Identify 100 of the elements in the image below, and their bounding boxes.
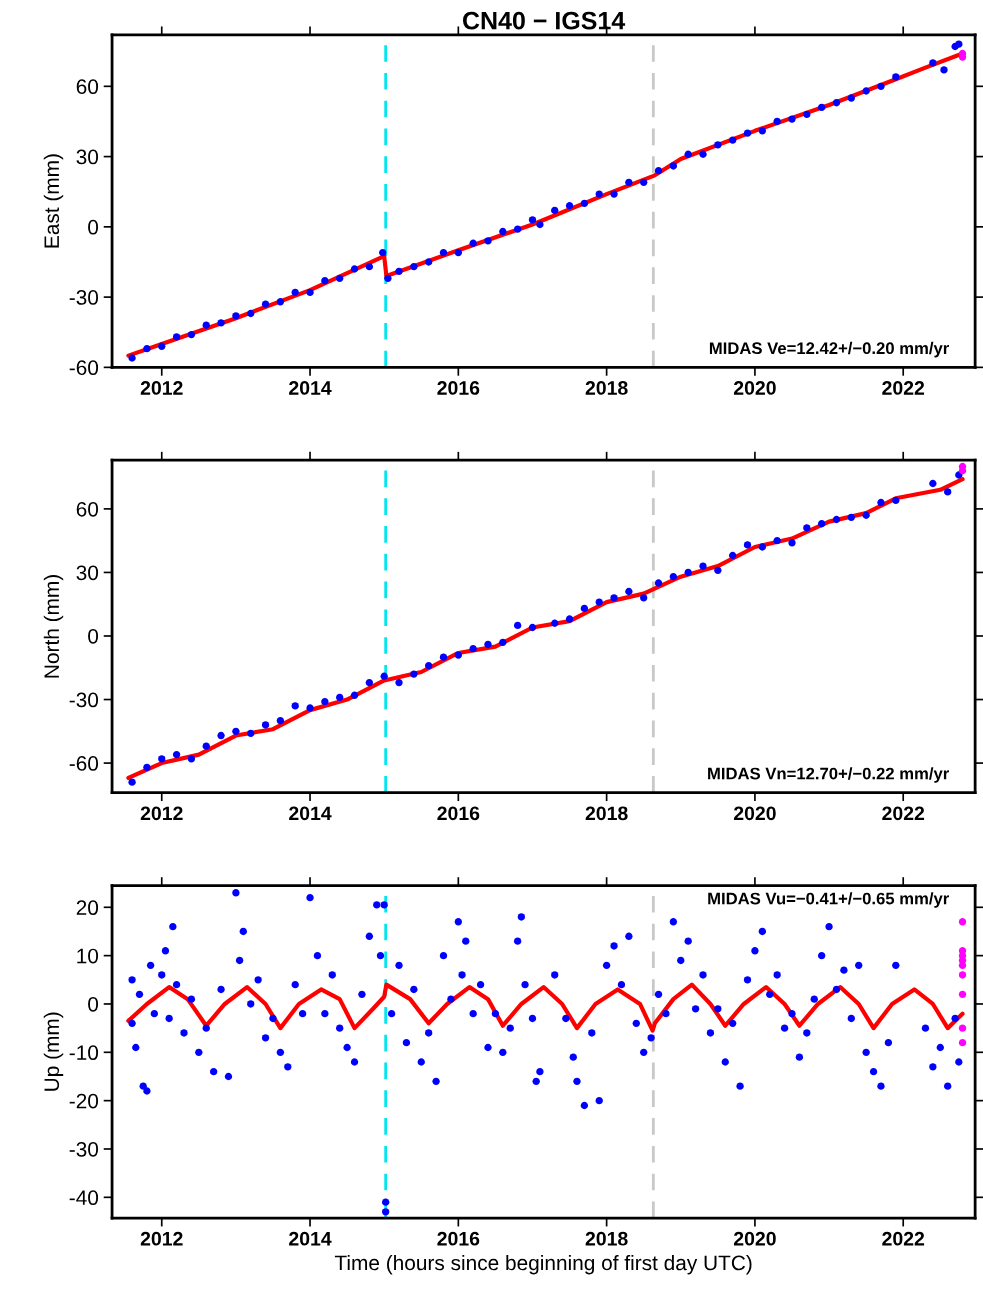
point xyxy=(773,117,781,126)
point xyxy=(743,129,752,137)
point xyxy=(202,321,210,329)
point xyxy=(232,727,240,735)
chart-title: CN40 − IGS14 xyxy=(462,11,626,30)
x-tick-label: 2016 xyxy=(437,1231,480,1246)
point xyxy=(684,150,692,158)
point xyxy=(128,354,136,362)
point xyxy=(877,498,885,507)
y-tick-label: -30 xyxy=(69,1141,99,1157)
point xyxy=(669,162,678,170)
point xyxy=(484,237,492,245)
point xyxy=(610,190,618,198)
x-tick-label: 2014 xyxy=(289,381,332,395)
x-tick-label: 2014 xyxy=(289,1231,332,1246)
point xyxy=(929,59,937,67)
x-tick-label: 2020 xyxy=(733,806,776,821)
y-tick-label: 10 xyxy=(77,948,99,964)
point xyxy=(187,755,196,763)
point xyxy=(847,94,855,102)
point xyxy=(128,778,136,786)
y-tick-label: 30 xyxy=(76,565,99,581)
point xyxy=(832,515,841,524)
y-tick-label: -30 xyxy=(69,290,99,305)
point xyxy=(714,141,722,149)
y-axis-title: East (mm) xyxy=(43,154,64,248)
point xyxy=(743,541,752,549)
point xyxy=(306,704,314,712)
point xyxy=(513,225,522,233)
x-tick-label: 2016 xyxy=(437,806,480,821)
point xyxy=(439,653,448,661)
point xyxy=(350,691,359,699)
point xyxy=(699,562,707,570)
point xyxy=(321,697,329,706)
point xyxy=(425,258,433,266)
point xyxy=(565,615,574,623)
point xyxy=(380,672,388,680)
y-tick-label: 20 xyxy=(76,900,99,916)
annotation: MIDAS Ve=12.42+/−0.20 mm/yr xyxy=(709,341,949,358)
point xyxy=(758,127,767,135)
point xyxy=(528,216,537,224)
point xyxy=(499,227,507,236)
point xyxy=(877,82,885,90)
point xyxy=(892,496,900,505)
point xyxy=(640,594,648,602)
annotation: MIDAS Vn=12.70+/−0.22 mm/yr xyxy=(708,767,949,783)
x-tick-label: 2012 xyxy=(140,806,183,821)
point xyxy=(944,488,952,496)
point xyxy=(955,40,963,48)
point xyxy=(832,99,841,107)
point xyxy=(291,702,299,710)
point xyxy=(773,536,781,545)
point xyxy=(379,248,387,257)
x-tick-label: 2018 xyxy=(585,806,628,821)
point xyxy=(425,661,433,670)
point xyxy=(276,717,285,725)
point xyxy=(640,178,648,187)
y-tick-label: 0 xyxy=(88,219,99,235)
point xyxy=(958,971,967,979)
point xyxy=(958,1024,967,1032)
point xyxy=(929,479,937,488)
point xyxy=(410,262,418,271)
x-tick-label: 2022 xyxy=(882,381,925,395)
point xyxy=(143,763,151,771)
point xyxy=(247,309,255,318)
point xyxy=(580,604,589,613)
point xyxy=(551,619,559,627)
point xyxy=(247,729,255,738)
point xyxy=(862,511,870,519)
line-series xyxy=(126,982,965,1033)
point xyxy=(669,573,678,581)
point xyxy=(158,755,166,763)
point xyxy=(336,693,344,702)
point xyxy=(758,543,767,551)
y-axis-title: North (mm) xyxy=(43,575,64,678)
point xyxy=(610,594,618,602)
point xyxy=(729,136,737,144)
point xyxy=(395,678,403,687)
point xyxy=(729,551,737,560)
y-axis-title: Up (mm) xyxy=(43,1012,64,1091)
point xyxy=(454,651,462,659)
point xyxy=(291,288,299,297)
x-tick-label: 2022 xyxy=(882,806,925,821)
point xyxy=(892,73,900,81)
point xyxy=(862,87,870,95)
point xyxy=(261,300,270,308)
x-tick-label: 2012 xyxy=(140,381,183,395)
point xyxy=(469,645,477,653)
point xyxy=(595,190,603,198)
point xyxy=(172,750,181,759)
point xyxy=(187,330,196,339)
point xyxy=(625,178,633,187)
y-tick-label: -60 xyxy=(69,360,99,376)
point xyxy=(714,566,722,574)
y-tick-label: -20 xyxy=(69,1093,99,1109)
point xyxy=(158,342,166,350)
point xyxy=(261,721,270,729)
point xyxy=(410,670,418,678)
point xyxy=(365,262,374,271)
y-tick-label: -10 xyxy=(69,1045,99,1061)
